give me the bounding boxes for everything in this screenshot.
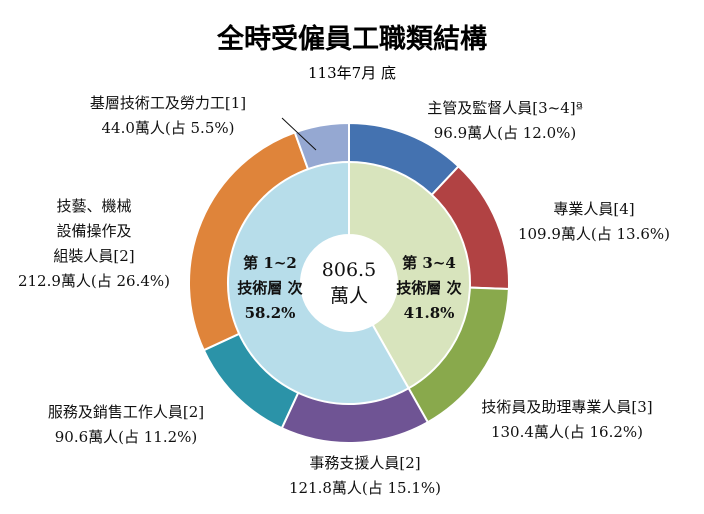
outer-value-label-1: 109.9萬人(占 13.6%) <box>518 225 670 243</box>
outer-label-6-line-0: 基層技術工及勞力工[1] <box>90 94 246 112</box>
inner-label-1-line-2: 58.2% <box>245 304 296 322</box>
chart-title: 全時受僱員工職類結構 <box>216 23 487 55</box>
outer-value-label-3: 121.8萬人(占 15.1%) <box>289 479 441 497</box>
outer-label-5-line-1: 設備操作及 <box>56 222 131 240</box>
inner-label-1-line-0: 第 1~2 <box>243 254 297 272</box>
outer-label-0-line-0: 主管及監督人員[3~4]ª <box>427 99 583 117</box>
outer-label-1-line-0: 專業人員[4] <box>553 200 634 218</box>
outer-label-3-line-0: 事務支援人員[2] <box>309 454 420 472</box>
outer-value-label-4: 90.6萬人(占 11.2%) <box>55 428 198 446</box>
leader-line <box>281 117 317 151</box>
labels: 主管及監督人員[3~4]ª 96.9萬人(占 12.0%) 專業人員[4] 109.9… <box>18 94 670 497</box>
inner-label-0-line-0: 第 3~4 <box>402 254 456 272</box>
inner-label-0-line-2: 41.8% <box>404 304 455 322</box>
outer-label-4-line-0: 服務及銷售工作人員[2] <box>48 403 204 421</box>
outer-label-2-line-0: 技術員及助理專業人員[3] <box>481 398 652 416</box>
inner-label-1-line-1: 技術層 次 <box>237 279 302 297</box>
outer-value-label-0: 96.9萬人(占 12.0%) <box>434 124 577 142</box>
outer-value-label-2: 130.4萬人(占 16.2%) <box>491 423 643 441</box>
center-hole <box>301 235 397 331</box>
outer-value-label-6: 44.0萬人(占 5.5%) <box>102 119 235 137</box>
outer-label-5-line-2: 組裝人員[2] <box>53 247 134 265</box>
outer-value-label-5: 212.9萬人(占 26.4%) <box>18 272 170 290</box>
inner-label-0-line-1: 技術層 次 <box>396 279 461 297</box>
center-unit: 萬人 <box>330 285 368 307</box>
outer-label-5-line-0: 技藝、機械 <box>56 197 131 215</box>
chart-subtitle: 113年7月 底 <box>308 64 396 82</box>
center-value: 806.5 <box>322 259 376 281</box>
